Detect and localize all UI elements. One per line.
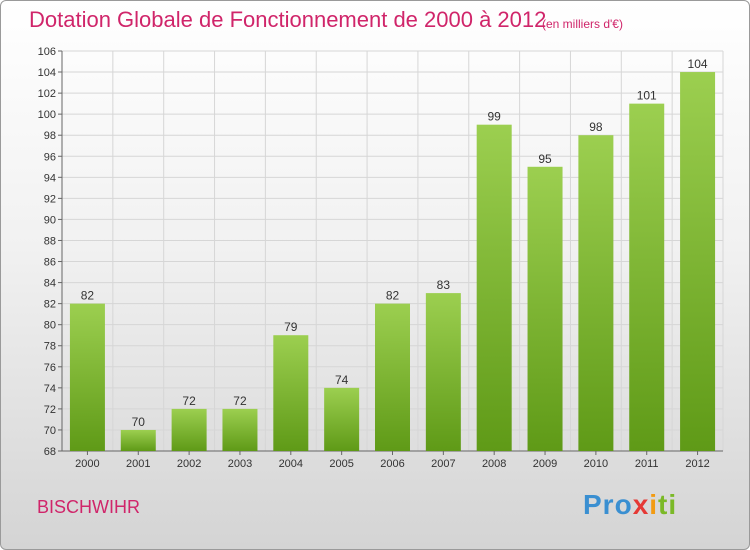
commune-name: BISCHWIHR (37, 497, 140, 517)
x-tick-label: 2009 (533, 458, 557, 470)
data-label: 83 (437, 278, 451, 292)
x-tick-label: 2004 (279, 458, 303, 470)
data-label: 72 (233, 394, 247, 408)
y-tick-label: 80 (44, 320, 56, 332)
y-tick-label: 88 (44, 235, 56, 247)
x-tick-label: 2007 (431, 458, 455, 470)
data-label: 82 (386, 289, 400, 303)
bar (120, 429, 156, 451)
chart-subtitle: (en milliers d'€) (542, 17, 623, 31)
y-tick-label: 68 (44, 446, 56, 458)
bar (629, 103, 665, 451)
y-tick-label: 70 (44, 425, 56, 437)
data-label: 101 (637, 89, 657, 103)
y-tick-label: 82 (44, 299, 56, 311)
y-tick-label: 96 (44, 151, 56, 163)
y-tick-label: 90 (44, 214, 56, 226)
bar (171, 408, 207, 451)
bar (273, 335, 309, 451)
data-label: 72 (182, 394, 196, 408)
bar (375, 303, 410, 451)
data-label: 74 (335, 373, 349, 387)
x-tick-label: 2005 (329, 458, 353, 470)
bar (69, 303, 105, 451)
data-label: 99 (488, 110, 502, 124)
data-labels: 82 70 72 72 79 74 82 83 99 95 98 101 104 (81, 57, 708, 429)
bar (680, 72, 716, 451)
bar (222, 408, 258, 451)
data-label: 70 (132, 415, 146, 429)
y-tick-label: 106 (38, 46, 56, 58)
x-tick-label: 2006 (380, 458, 404, 470)
y-tick-label: 104 (38, 67, 56, 79)
x-tick-label: 2011 (635, 458, 659, 470)
bar (324, 387, 360, 451)
logo-part: x (632, 489, 650, 520)
bar (425, 293, 461, 451)
y-tick-label: 76 (44, 362, 56, 374)
data-label: 82 (81, 289, 95, 303)
data-label: 98 (589, 120, 603, 134)
x-tick-label: 2003 (228, 458, 252, 470)
x-tick-label: 2000 (75, 458, 99, 470)
proxiti-logo: Proxiti (583, 489, 677, 521)
x-tick-label: 2008 (482, 458, 506, 470)
y-tick-label: 84 (44, 278, 56, 290)
y-tick-label: 92 (44, 193, 56, 205)
logo-part: Pro (583, 489, 633, 520)
bars (69, 72, 716, 452)
data-label: 95 (538, 152, 552, 166)
x-tick-label: 2001 (126, 458, 150, 470)
y-tick-label: 74 (44, 383, 56, 395)
bar (476, 124, 512, 452)
y-tick-label: 94 (44, 172, 56, 184)
bar (527, 166, 563, 451)
bar (578, 135, 614, 452)
x-tick-label: 2002 (177, 458, 201, 470)
y-tick-label: 86 (44, 257, 56, 269)
chart-title: Dotation Globale de Fonctionnement de 20… (29, 7, 547, 32)
logo-part: ti (658, 489, 678, 520)
y-tick-label: 100 (38, 109, 56, 121)
logo-part: i (649, 489, 659, 520)
x-tick-label: 2010 (584, 458, 608, 470)
x-tick-label: 2012 (685, 458, 709, 470)
y-tick-label: 78 (44, 341, 56, 353)
y-tick-label: 102 (38, 88, 56, 100)
data-label: 104 (688, 57, 708, 71)
y-tick-label: 72 (44, 404, 56, 416)
y-tick-label: 98 (44, 130, 56, 142)
data-label: 79 (284, 320, 298, 334)
